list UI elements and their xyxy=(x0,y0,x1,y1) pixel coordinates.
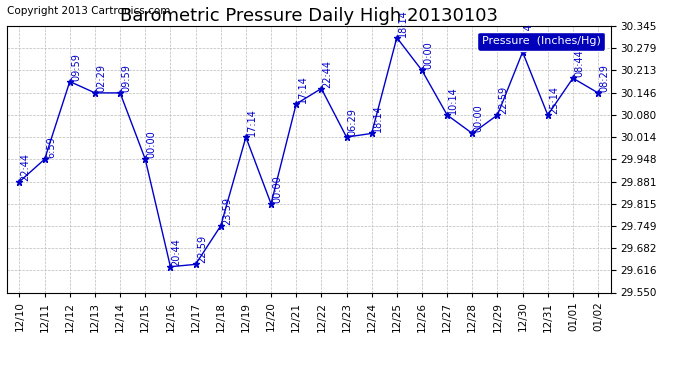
Text: Copyright 2013 Cartronics.com: Copyright 2013 Cartronics.com xyxy=(7,6,170,16)
Text: 23:59: 23:59 xyxy=(222,197,232,225)
Text: 22:44: 22:44 xyxy=(323,60,333,87)
Text: 00:00: 00:00 xyxy=(146,130,157,158)
Text: 18:14: 18:14 xyxy=(373,105,383,132)
Legend: Pressure  (Inches/Hg): Pressure (Inches/Hg) xyxy=(477,32,605,51)
Text: 18:14: 18:14 xyxy=(398,9,408,37)
Text: 09:59: 09:59 xyxy=(71,53,81,81)
Title: Barometric Pressure Daily High 20130103: Barometric Pressure Daily High 20130103 xyxy=(120,7,497,25)
Text: 08:44: 08:44 xyxy=(574,50,584,77)
Text: 09:59: 09:59 xyxy=(121,64,131,92)
Text: 22:59: 22:59 xyxy=(499,86,509,114)
Text: 00:00: 00:00 xyxy=(423,42,433,69)
Text: 02:29: 02:29 xyxy=(96,64,106,92)
Text: 25:14: 25:14 xyxy=(549,86,559,114)
Text: 17:14: 17:14 xyxy=(297,75,308,103)
Text: 17:14: 17:14 xyxy=(247,108,257,136)
Text: 10:14: 10:14 xyxy=(448,86,458,114)
Text: 00:00: 00:00 xyxy=(273,175,282,203)
Text: 06:29: 06:29 xyxy=(348,108,358,136)
Text: 09:14: 09:14 xyxy=(524,23,534,51)
Text: 22:44: 22:44 xyxy=(21,153,31,181)
Text: 6:59: 6:59 xyxy=(46,136,56,158)
Text: 20:44: 20:44 xyxy=(172,238,181,266)
Text: 00:00: 00:00 xyxy=(473,105,484,132)
Text: 22:59: 22:59 xyxy=(197,235,207,263)
Text: 08:29: 08:29 xyxy=(600,64,609,92)
